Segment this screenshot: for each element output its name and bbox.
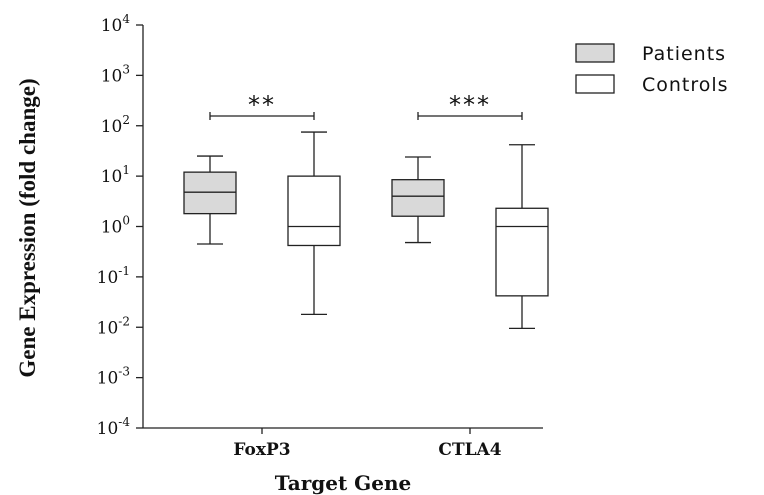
box-iqr [183,171,237,215]
category-label: CTLA4 [438,440,501,460]
legend-label: Patients [642,43,726,65]
significance-foxp3: ** [209,91,315,120]
boxes [183,131,549,330]
significance-label: *** [449,91,491,119]
box-patients-ctla4 [391,156,445,244]
significance-label: ** [248,91,276,119]
y-tick-label: 104 [101,12,131,36]
y-tick-label: 10-4 [97,415,131,439]
box-controls-foxp3 [287,131,341,316]
box-controls-ctla4 [495,144,549,330]
box-patients-foxp3 [183,155,237,245]
y-tick-label: 10-1 [97,264,130,288]
y-tick-label: 103 [101,62,130,86]
legend-label: Controls [642,74,729,96]
y-tick-label: 102 [101,113,130,137]
significance-ctla4: *** [417,91,523,120]
significance-annotations: ** *** [209,91,523,120]
legend-item-controls: Controls [575,74,729,96]
legend-swatch [575,43,615,63]
x-axis-label: Target Gene [275,471,411,495]
y-tick-label: 101 [101,163,130,187]
legend: Patients Controls [575,43,729,96]
category-label: FoxP3 [233,440,290,460]
y-tick-label: 10-2 [97,314,130,338]
box-iqr [287,175,341,247]
box-iqr [495,207,549,297]
y-axis-label: Gene Expression (fold change) [15,78,40,377]
box-iqr [391,179,445,217]
legend-swatch [575,74,615,94]
legend-item-patients: Patients [575,43,726,65]
x-axis: FoxP3 CTLA4 [143,427,543,460]
y-axis: 10-4 10-3 10-2 10-1 100 101 102 103 104 [97,12,144,439]
y-tick-label: 10-3 [97,365,130,389]
y-tick-label: 100 [101,214,130,238]
